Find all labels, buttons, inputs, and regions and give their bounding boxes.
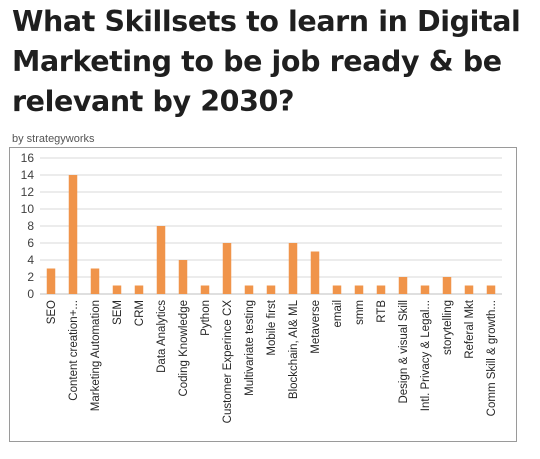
x-tick-label: Content creation+... [68, 300, 80, 401]
y-tick-label: 14 [21, 168, 35, 182]
x-tick-label: SEM [112, 300, 124, 325]
bar [112, 285, 122, 294]
page-title: What Skillsets to learn in Digital Marke… [12, 5, 521, 118]
x-tick-label: Marketing Automation [90, 300, 102, 411]
x-tick-label: Mobile first [266, 299, 278, 355]
x-tick-label: Comm Skill & growth... [486, 300, 498, 416]
bar [156, 226, 166, 294]
x-tick-label: Data Analytics [156, 300, 168, 373]
x-tick-label: Python [200, 300, 212, 336]
bar [266, 285, 276, 294]
bar [134, 285, 144, 294]
x-tick-label: Design & visual Skill [398, 300, 410, 404]
y-axis-ticks: 0 2 4 6 8 10 12 14 16 [21, 151, 35, 301]
bars [46, 175, 496, 294]
bar [288, 243, 298, 294]
x-tick-label: Multivariate testing [244, 300, 256, 396]
bar [200, 285, 210, 294]
bar [222, 243, 232, 294]
y-tick-label: 4 [27, 253, 34, 267]
x-tick-label: smm [354, 300, 366, 325]
bar [376, 285, 386, 294]
chart-frame: 0 2 4 6 8 10 12 14 16 SEO Content creation+... Mar… [9, 147, 517, 442]
y-tick-label: 8 [27, 219, 34, 233]
x-tick-label: Intl. Privacy & Legal... [420, 300, 432, 411]
x-tick-label: storytelling [442, 300, 454, 355]
bar [90, 268, 100, 294]
bar [398, 277, 408, 294]
bar [310, 251, 320, 294]
bar [420, 285, 430, 294]
bar [178, 260, 188, 294]
x-tick-label: Customer Experince CX [222, 300, 234, 424]
bar [68, 175, 78, 294]
x-tick-label: email [332, 300, 344, 327]
y-tick-label: 16 [21, 151, 35, 165]
x-tick-label: CRM [134, 300, 146, 326]
y-tick-label: 12 [21, 185, 35, 199]
y-tick-label: 6 [27, 236, 34, 250]
bar [464, 285, 474, 294]
bar-chart: 0 2 4 6 8 10 12 14 16 SEO Content creation+... Mar… [21, 151, 502, 423]
x-tick-label: SEO [46, 300, 58, 324]
bar [354, 285, 364, 294]
x-tick-label: Blockchain, AI& ML [288, 299, 300, 399]
gridlines [40, 157, 502, 295]
x-tick-label: Coding Knowledge [178, 300, 190, 397]
y-tick-label: 0 [27, 287, 34, 301]
bar [332, 285, 342, 294]
x-tick-label: RTB [376, 300, 388, 323]
byline: by strategyworks [12, 133, 95, 145]
bar [46, 268, 56, 294]
bar [486, 285, 496, 294]
y-tick-label: 10 [21, 202, 35, 216]
bar [244, 285, 254, 294]
x-axis-ticks: SEO Content creation+... Marketing Automat… [46, 299, 498, 423]
x-tick-label: Referal Mkt [464, 299, 476, 359]
y-tick-label: 2 [27, 270, 34, 284]
x-tick-label: Metaverse [310, 300, 322, 354]
bar [442, 277, 452, 294]
